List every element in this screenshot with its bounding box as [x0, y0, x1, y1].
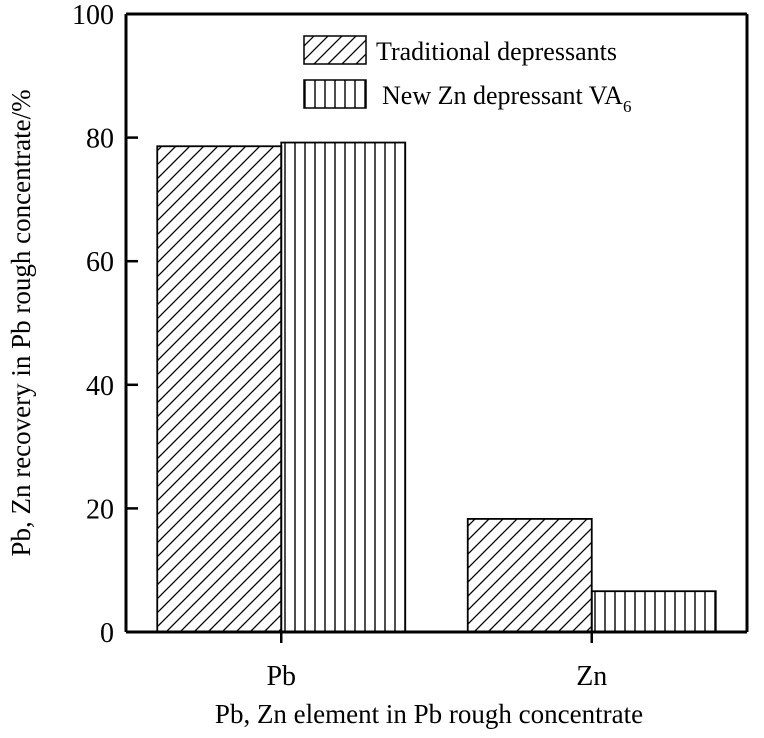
x-tick-label-zn: Zn: [576, 661, 607, 692]
bar-zn-series-0: [466, 518, 593, 633]
bars-group: [156, 141, 717, 633]
legend-label-new: New Zn depressant VA6: [382, 81, 631, 116]
legend: Traditional depressants New Zn depressan…: [303, 35, 631, 116]
y-tick-label-5: 100: [72, 0, 114, 31]
legend-label-new-main: New Zn depressant VA: [382, 81, 623, 110]
x-ticks-group: Pb Zn: [266, 632, 607, 692]
bar-pb-series-1: [280, 141, 407, 633]
y-tick-label-3: 60: [86, 247, 114, 278]
x-tick-label-pb: Pb: [266, 661, 296, 692]
bar-pb-series-0: [156, 145, 283, 633]
plot-frame: [124, 12, 749, 634]
bar-zn-series-1: [590, 590, 717, 633]
x-axis-title: Pb, Zn element in Pb rough concentrate: [215, 699, 643, 729]
y-ticks-group: 0 20 40 60 80 100: [72, 0, 138, 649]
legend-label-traditional: Traditional depressants: [376, 37, 617, 66]
y-tick-label-1: 20: [86, 494, 114, 525]
legend-label-new-subscript: 6: [623, 97, 632, 116]
y-tick-label-0: 0: [100, 618, 114, 649]
y-tick-label-4: 80: [86, 124, 114, 155]
legend-swatch-new: [303, 79, 367, 109]
legend-swatch-traditional: [303, 35, 367, 65]
y-axis-title: Pb, Zn recovery in Pb rough concentrate/…: [6, 89, 36, 556]
y-tick-label-2: 40: [86, 371, 114, 402]
